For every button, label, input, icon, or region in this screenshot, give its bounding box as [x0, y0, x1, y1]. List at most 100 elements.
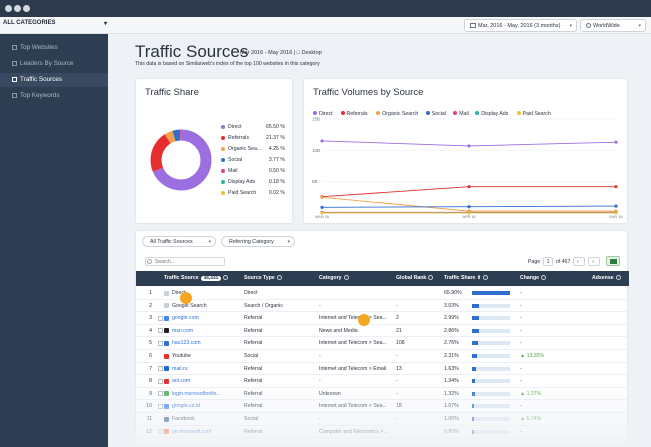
chart-legend-item[interactable]: Referrals	[340, 111, 368, 117]
row-traffic-share: 2.76%	[444, 340, 459, 347]
row-source[interactable]: msn.com	[172, 327, 194, 334]
excel-export-button[interactable]	[606, 256, 620, 266]
col-traffic-share[interactable]: Traffic Share ⇕	[444, 275, 489, 281]
chart-legend-item[interactable]: Display Ads	[475, 111, 508, 117]
series-point[interactable]	[320, 211, 324, 215]
series-point[interactable]	[467, 144, 471, 148]
chart-legend-label: Display Ads	[481, 111, 509, 117]
next-page-button[interactable]: ›	[588, 257, 601, 266]
chart-legend-label: Direct	[319, 111, 333, 117]
col-adsense[interactable]: Adsense	[592, 275, 621, 281]
donut-slice-4[interactable]	[150, 129, 212, 191]
info-icon[interactable]	[541, 275, 547, 280]
favicon-icon	[164, 366, 169, 372]
col-traffic-source[interactable]: Traffic Source 46,441	[164, 275, 229, 281]
referring-category-filter[interactable]: Referring Category ▾	[221, 236, 295, 247]
sidebar-item-top-websites[interactable]: Top Websites	[0, 41, 108, 55]
page-number-input[interactable]: 1	[542, 257, 554, 266]
window-close-icon[interactable]	[5, 5, 12, 12]
chart-legend-item[interactable]: Mail	[453, 111, 469, 117]
chart-legend-item[interactable]: Organic Search	[376, 111, 418, 117]
legend-value: 3.77 %	[268, 157, 285, 163]
info-icon[interactable]	[615, 275, 621, 280]
legend-name: Referrals	[228, 135, 250, 141]
legend-item[interactable]: Mail 0.50 %	[221, 168, 285, 177]
donut-slice-1[interactable]	[150, 129, 212, 191]
info-icon[interactable]	[276, 275, 282, 280]
legend-item[interactable]: Organic Sea... 4.25 %	[221, 146, 285, 155]
series-point[interactable]	[467, 211, 471, 215]
row-source[interactable]: google.com	[172, 315, 199, 322]
expand-icon[interactable]	[158, 328, 163, 334]
series-point[interactable]	[614, 211, 618, 215]
chevron-down-icon: ▾	[638, 23, 641, 29]
legend-item[interactable]: Social 3.77 %	[221, 157, 285, 166]
traffic-volumes-chart: 15B 10B 5B MAR 16 APR 16 MAY 16	[312, 117, 623, 220]
expand-icon[interactable]	[158, 340, 163, 346]
share-bar	[472, 341, 510, 346]
traffic-share-card: Traffic Share	[135, 78, 293, 224]
favicon-icon	[164, 328, 169, 334]
chevron-down-icon: ▾	[208, 239, 211, 245]
expand-icon[interactable]	[158, 366, 163, 372]
legend-item[interactable]: Paid Search 0.02 %	[221, 190, 285, 199]
series-point[interactable]	[614, 140, 618, 144]
row-traffic-share: 1.63%	[444, 365, 459, 372]
info-icon[interactable]	[343, 275, 349, 280]
sidebar-item-leaders-by-source[interactable]: Leaders By Source	[0, 57, 108, 71]
traffic-source-filter-label: All Traffic Sources	[150, 239, 193, 245]
series-point[interactable]	[320, 205, 324, 209]
table-row[interactable]: 3 google.com Referral Internet and Telecom …	[136, 312, 629, 325]
sidebar-item-traffic-sources[interactable]: Traffic Sources	[0, 73, 108, 87]
col-category[interactable]: Category	[319, 275, 349, 281]
chart-legend-item[interactable]: Paid Search	[516, 111, 551, 117]
traffic-share-title: Traffic Share	[145, 87, 199, 98]
table-row[interactable]: 6 Youtube Social - - 2.31% ▲ 13.35%	[136, 350, 629, 363]
table-row[interactable]: 7 mail.ru Referral Internet and Telecom > E…	[136, 363, 629, 376]
row-global-rank: 2	[396, 315, 399, 322]
search-icon	[147, 259, 152, 264]
series-point[interactable]	[614, 204, 618, 208]
table-row[interactable]: 5 hao123.com Referral Internet and Telecom …	[136, 337, 629, 350]
legend-item[interactable]: Direct 65.50 %	[221, 124, 285, 133]
page-description: This data is based on Similarweb's index…	[135, 61, 320, 67]
chart-legend-label: Referrals	[346, 111, 368, 117]
series-point[interactable]	[320, 195, 324, 199]
search-input[interactable]	[145, 257, 225, 266]
row-source[interactable]: mail.ru	[172, 365, 188, 372]
x-tick-label: MAY 16	[609, 215, 622, 219]
series-line-2[interactable]	[321, 196, 616, 212]
col-global-rank[interactable]: Global Rank	[396, 275, 434, 281]
category-select[interactable]: ALL CATEGORIES ▾	[3, 20, 107, 27]
country-label: WorldWide	[593, 23, 620, 29]
chart-legend-item[interactable]: Social	[425, 111, 446, 117]
share-bar-fill	[472, 303, 479, 308]
window-minimize-icon[interactable]	[14, 5, 21, 12]
table-row[interactable]: 2 Google Search Search / Organic - - 3.03% -	[136, 300, 629, 313]
row-category: Internet and Telecom > Sea...	[319, 315, 387, 322]
series-point[interactable]	[467, 205, 471, 209]
window-maximize-icon[interactable]	[23, 5, 30, 12]
info-icon[interactable]	[428, 275, 434, 280]
series-point[interactable]	[320, 139, 324, 143]
country-select[interactable]: WorldWide ▾	[580, 19, 646, 32]
legend-item[interactable]: Display Ads 0.18 %	[221, 179, 285, 188]
legend-value: 21.37 %	[265, 135, 285, 141]
col-source-type[interactable]: Source Type	[244, 275, 282, 281]
col-change[interactable]: Change	[520, 275, 547, 281]
prev-page-button[interactable]: ‹	[572, 257, 585, 266]
row-source[interactable]: hao123.com	[172, 340, 201, 347]
series-point[interactable]	[614, 185, 618, 189]
expand-icon[interactable]	[158, 315, 163, 321]
sidebar-item-top-keywords[interactable]: Top Keywords	[0, 89, 108, 103]
series-point[interactable]	[467, 185, 471, 189]
traffic-source-filter[interactable]: All Traffic Sources ▾	[142, 236, 216, 247]
legend-item[interactable]: Referrals 21.37 %	[221, 135, 285, 144]
table-row[interactable]: 1 Direct Direct 65.90% -	[136, 287, 629, 300]
legend-value: 0.02 %	[268, 190, 285, 196]
table-row[interactable]: 4 msn.com Referral News and Media 21 2.86% -	[136, 325, 629, 338]
chart-legend-item[interactable]: Direct	[313, 111, 333, 117]
info-icon[interactable]	[483, 275, 489, 280]
info-icon[interactable]	[223, 275, 229, 280]
date-range-select[interactable]: Mar, 2016 - May, 2016 (3 months) ▾	[464, 19, 577, 32]
